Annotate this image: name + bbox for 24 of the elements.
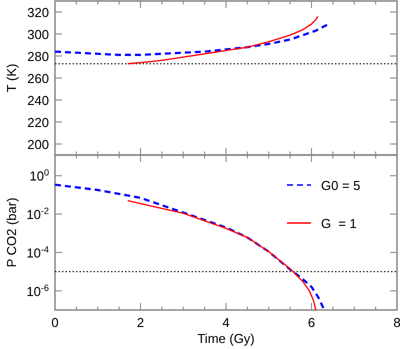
y-tick-label: 260 xyxy=(27,71,49,86)
x-tick-label: 6 xyxy=(308,315,316,330)
line-series xyxy=(127,200,316,311)
y-tick-label: 280 xyxy=(27,49,49,64)
line-series xyxy=(127,16,319,64)
y-tick-label: 10$^{-6}$ xyxy=(26,282,49,299)
x-tick-label: 0 xyxy=(51,315,59,330)
legend-label: G = 1 xyxy=(321,216,357,231)
y-tick-label: 300 xyxy=(27,27,49,42)
y-tick-label: 320 xyxy=(27,5,49,20)
x-tick-label: 8 xyxy=(393,315,400,330)
y-tick-label: 10$^{-4}$ xyxy=(26,244,49,260)
x-tick-label: 4 xyxy=(222,315,230,330)
y-tick-label: 240 xyxy=(27,93,49,108)
legend-label: G0 = 5 xyxy=(321,178,360,193)
x-axis-title: Time (Gy) xyxy=(197,331,255,346)
y-axis-title: P CO2 (bar) xyxy=(4,198,19,268)
y-tick-label: 200 xyxy=(27,137,49,152)
y-tick-label: 220 xyxy=(27,115,49,130)
y-tick-label: 10$^{0}$ xyxy=(29,168,49,184)
line-series xyxy=(54,23,330,56)
x-tick-label: 2 xyxy=(136,315,144,330)
y-tick-label: 10$^{-2}$ xyxy=(26,206,49,222)
y-axis-title: T (K) xyxy=(4,64,19,92)
